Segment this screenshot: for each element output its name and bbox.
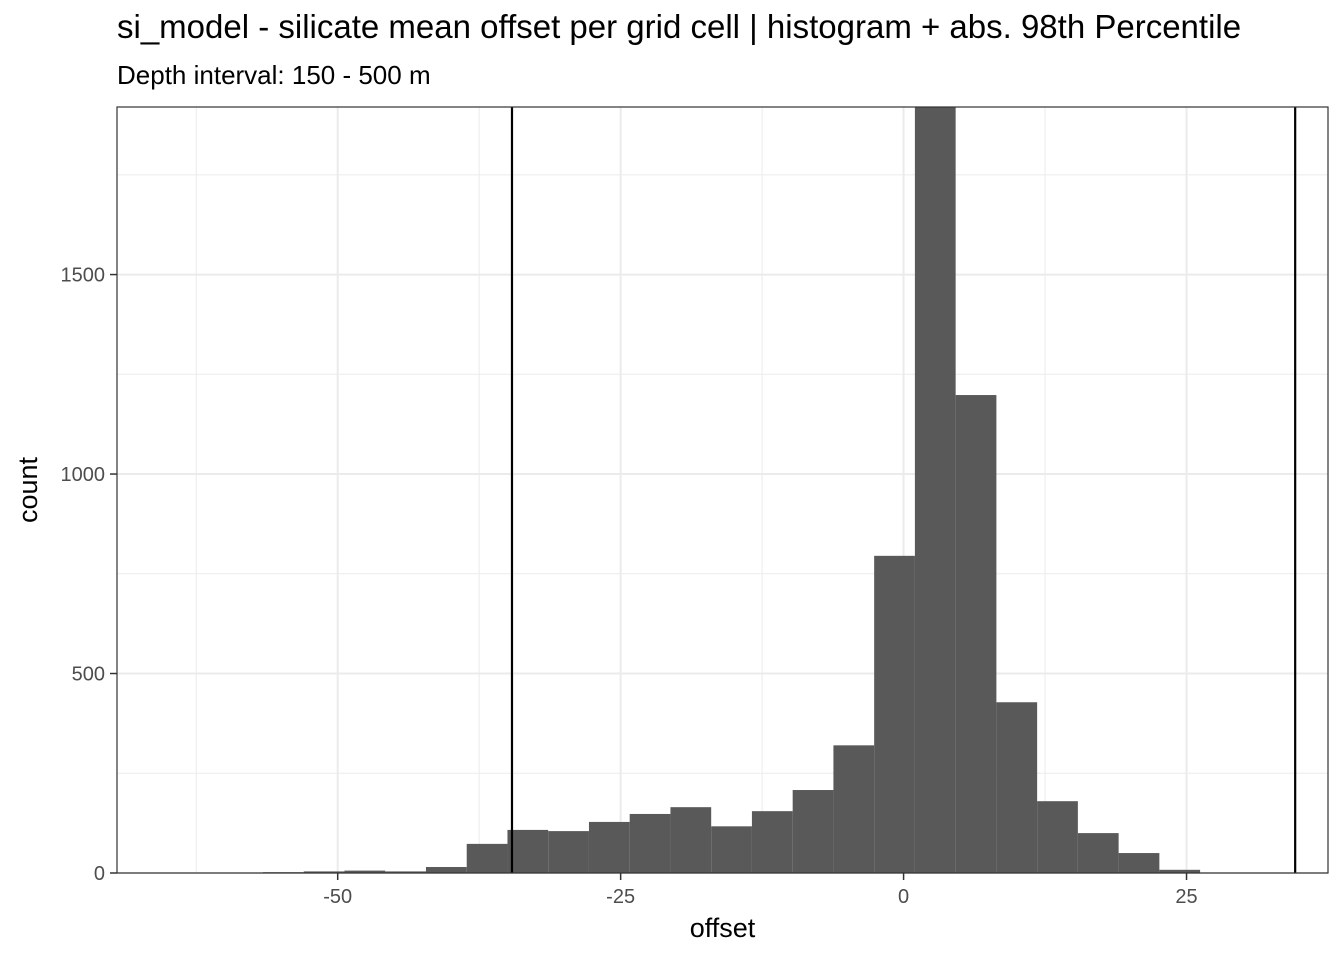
x-axis-ticks: -50 -25 0 25 [323, 873, 1198, 908]
histogram-bar [711, 826, 752, 873]
histogram-bar [385, 871, 426, 873]
histogram-bar [507, 829, 549, 873]
histogram-bar [833, 745, 875, 873]
histogram-bar [955, 395, 997, 873]
percentile-lines [510, 107, 1297, 873]
x-tick-label: -25 [606, 886, 635, 908]
histogram-bar [466, 843, 508, 873]
x-tick-label: 25 [1175, 886, 1197, 908]
x-tick-label: -50 [323, 886, 352, 908]
histogram-bar [303, 871, 345, 873]
histogram-bar [1077, 833, 1119, 873]
y-tick-label: 500 [72, 664, 105, 686]
y-tick-label: 0 [94, 863, 105, 885]
histogram-bar [588, 821, 630, 873]
histogram-bar [670, 807, 712, 873]
histogram-bar [874, 555, 915, 873]
histogram-bar [1118, 853, 1160, 873]
chart-subtitle: Depth interval: 150 - 500 m [117, 60, 431, 90]
histogram-bar [425, 867, 467, 873]
histogram-bar [548, 831, 589, 873]
histogram-bar [996, 702, 1038, 873]
histogram-bar [914, 107, 956, 873]
y-tick-label: 1500 [61, 265, 106, 287]
histogram-bar [792, 790, 834, 873]
histogram-bar [344, 870, 386, 873]
y-tick-label: 1000 [61, 464, 106, 486]
panel-border [116, 106, 1329, 874]
y-axis-title: count [13, 456, 43, 523]
histogram-bar [751, 811, 793, 873]
x-tick-label: 0 [898, 886, 909, 908]
y-axis-ticks: 0 500 1000 1500 [61, 265, 117, 885]
x-axis-title: offset [690, 913, 756, 943]
chart-title: si_model - silicate mean offset per grid… [117, 8, 1242, 45]
histogram-bars [262, 107, 1201, 873]
histogram-bar [1037, 801, 1078, 873]
grid-lines [117, 107, 1329, 874]
histogram-bar [1159, 869, 1201, 873]
histogram-bar [629, 813, 671, 873]
